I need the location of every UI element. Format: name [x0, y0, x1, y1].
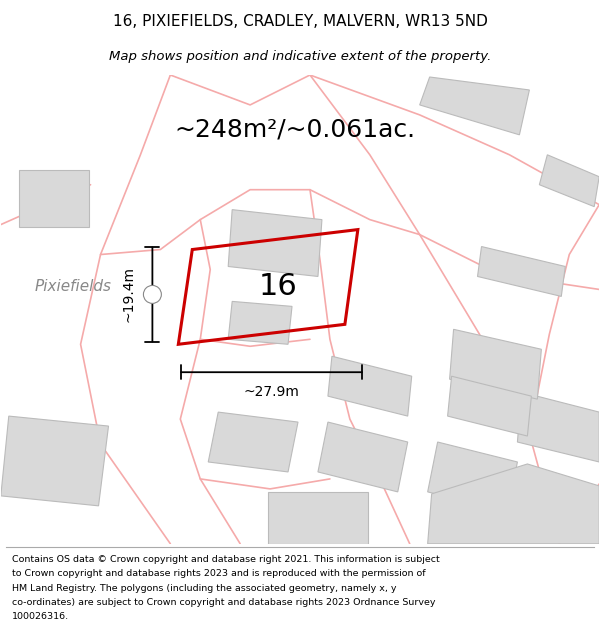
Polygon shape [228, 301, 292, 344]
Text: Map shows position and indicative extent of the property.: Map shows position and indicative extent… [109, 50, 491, 62]
Text: co-ordinates) are subject to Crown copyright and database rights 2023 Ordnance S: co-ordinates) are subject to Crown copyr… [12, 598, 436, 607]
Text: 16, PIXIEFIELDS, CRADLEY, MALVERN, WR13 5ND: 16, PIXIEFIELDS, CRADLEY, MALVERN, WR13 … [113, 14, 487, 29]
Polygon shape [448, 376, 532, 436]
Text: ~27.9m: ~27.9m [244, 385, 299, 399]
Polygon shape [328, 356, 412, 416]
Polygon shape [318, 422, 408, 492]
Polygon shape [428, 442, 517, 512]
Text: Pixiefields: Pixiefields [34, 279, 111, 294]
Polygon shape [208, 412, 298, 472]
Polygon shape [517, 392, 599, 462]
Text: to Crown copyright and database rights 2023 and is reproduced with the permissio: to Crown copyright and database rights 2… [12, 569, 425, 578]
Polygon shape [19, 170, 89, 227]
Text: HM Land Registry. The polygons (including the associated geometry, namely x, y: HM Land Registry. The polygons (includin… [12, 584, 397, 592]
Text: ~19.4m: ~19.4m [121, 266, 136, 322]
Circle shape [143, 286, 161, 303]
Polygon shape [1, 416, 109, 506]
Polygon shape [478, 246, 565, 296]
Polygon shape [449, 329, 541, 399]
Text: ~248m²/~0.061ac.: ~248m²/~0.061ac. [175, 118, 416, 142]
Text: 16: 16 [259, 272, 298, 301]
Polygon shape [268, 492, 368, 544]
Polygon shape [228, 209, 322, 276]
Polygon shape [539, 155, 599, 207]
Polygon shape [419, 77, 529, 135]
Text: 100026316.: 100026316. [12, 612, 69, 621]
Text: Contains OS data © Crown copyright and database right 2021. This information is : Contains OS data © Crown copyright and d… [12, 555, 440, 564]
Polygon shape [428, 464, 599, 544]
